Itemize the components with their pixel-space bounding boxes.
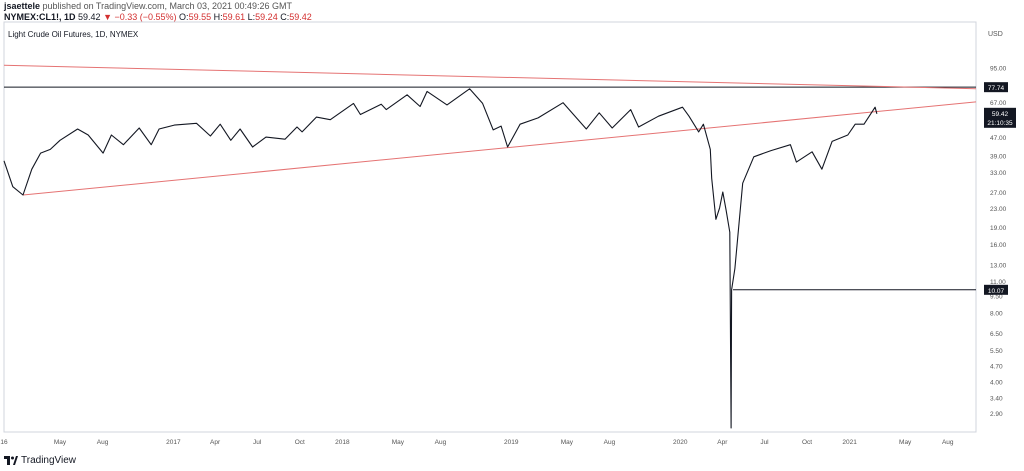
chart-title: Light Crude Oil Futures, 1D, NYMEX	[8, 30, 139, 39]
high-label: H:	[213, 12, 223, 22]
quote-price: 59.42	[78, 12, 101, 22]
open-value: 59.55	[188, 12, 212, 22]
level-price-box	[984, 284, 1008, 295]
level-price-box	[984, 82, 1008, 93]
x-tick-label: 16	[0, 439, 8, 446]
level-price-label: 77.74	[988, 85, 1005, 92]
price-line	[3, 88, 878, 429]
trendline	[3, 64, 977, 90]
trendlines	[3, 64, 977, 196]
x-tick-label: Aug	[942, 439, 954, 446]
horizontal-levels: 77.74 10.07	[4, 82, 1008, 295]
y-tick-label: 16.00	[990, 242, 1007, 249]
x-tick-label: 2019	[504, 439, 519, 446]
y-tick-label: 8.00	[990, 311, 1003, 318]
symbol-label: NYMEX:CL1!, 1D	[4, 12, 76, 22]
y-tick-label: 3.40	[990, 395, 1003, 402]
tradingview-logo-icon	[4, 456, 18, 465]
x-tick-label: Oct	[802, 439, 812, 446]
x-tick-label: Jul	[760, 439, 769, 446]
trendline	[22, 101, 977, 196]
y-tick-label: 47.00	[990, 135, 1007, 142]
x-tick-label: Jul	[253, 439, 262, 446]
x-tick-label: Aug	[604, 439, 616, 446]
x-tick-label: 2021	[842, 439, 857, 446]
last-price-box	[984, 107, 1016, 128]
publish-header: jsaettele published on TradingView.com, …	[4, 1, 292, 12]
x-tick-label: Apr	[210, 439, 221, 446]
low-label: L:	[247, 12, 256, 22]
y-tick-label: 6.50	[990, 331, 1003, 338]
x-tick-label: 2020	[673, 439, 688, 446]
price-axis: 95.00 67.00 47.00 39.00 33.00 27.00 23.00 19.00…	[990, 65, 1007, 418]
low-value: 59.24	[255, 12, 278, 22]
y-tick-label: 2.90	[990, 411, 1003, 418]
x-tick-label: 2017	[166, 439, 181, 446]
level-price-label: 10.07	[988, 288, 1005, 295]
y-tick-label: 23.00	[990, 206, 1007, 213]
x-tick-label: 2018	[335, 439, 350, 446]
quote-line: NYMEX:CL1!, 1D 59.42 ▼ −0.33 (−0.55%) O:…	[4, 12, 312, 23]
currency-label: USD	[988, 31, 1003, 38]
y-tick-label: 27.00	[990, 190, 1007, 197]
x-tick-label: Aug	[435, 439, 447, 446]
publish-info: published on TradingView.com, March 03, …	[42, 1, 293, 11]
y-tick-label: 19.00	[990, 225, 1007, 232]
y-tick-label: 33.00	[990, 170, 1007, 177]
x-tick-label: Aug	[97, 439, 109, 446]
close-label: C:	[280, 12, 290, 22]
y-tick-label: 95.00	[990, 65, 1007, 72]
y-tick-label: 39.00	[990, 154, 1007, 161]
x-tick-label: Apr	[717, 439, 728, 446]
last-price-label: 59.42	[992, 111, 1009, 118]
price-markers: 59.42 21:10:35	[984, 107, 1016, 128]
tradingview-brand: TradingView	[21, 455, 77, 466]
y-tick-label: 9.50	[990, 294, 1003, 301]
y-tick-label: 11.00	[990, 279, 1006, 286]
plot-area[interactable]	[3, 21, 977, 433]
x-tick-label: May	[54, 439, 67, 446]
y-tick-label: 13.00	[990, 262, 1007, 269]
time-axis: 16 May Aug 2017 Apr Jul Oct 2018 May Aug 2019 May Au…	[0, 439, 954, 446]
y-tick-label: 67.00	[990, 100, 1007, 107]
x-tick-label: May	[392, 439, 405, 446]
close-value: 59.42	[289, 12, 312, 22]
open-label: O:	[179, 12, 189, 22]
author-name: jsaettele	[4, 1, 41, 11]
countdown-label: 21:10:35	[987, 120, 1013, 127]
x-tick-label: Oct	[295, 439, 305, 446]
y-tick-label: 4.00	[990, 379, 1003, 386]
quote-change: ▼ −0.33 (−0.55%)	[103, 12, 177, 22]
y-tick-label: 5.50	[990, 348, 1003, 355]
x-tick-label: May	[899, 439, 912, 446]
price-series	[3, 88, 878, 429]
x-tick-label: May	[561, 439, 574, 446]
high-value: 59.61	[222, 12, 246, 22]
footer: TradingView	[4, 455, 76, 466]
y-tick-label: 4.70	[990, 363, 1003, 370]
